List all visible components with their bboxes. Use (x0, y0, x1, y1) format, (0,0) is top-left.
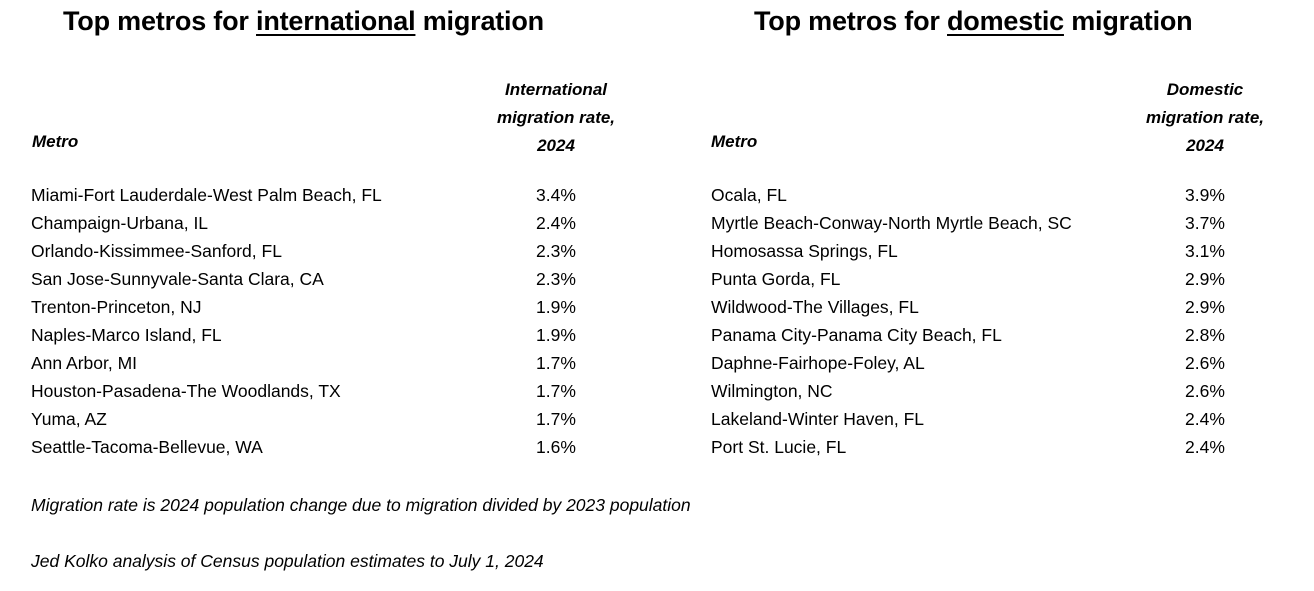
table-row: Lakeland-Winter Haven, FL 2.4% (680, 409, 1314, 437)
migration-rate-value: 3.7% (1185, 213, 1225, 233)
migration-rate-value: 2.6% (1185, 353, 1225, 373)
table-row: Seattle-Tacoma-Bellevue, WA 1.6% (0, 437, 640, 465)
metro-column-header: Metro (711, 132, 758, 151)
table-title: Top metros for international migration (63, 6, 544, 37)
metro-name: Homosassa Springs, FL (711, 241, 898, 261)
title-emphasis: international (256, 6, 416, 36)
migration-rate-value: 2.6% (1185, 381, 1225, 401)
migration-rate-value: 2.3% (536, 241, 576, 261)
migration-rate-value: 1.9% (536, 325, 576, 345)
table-row: Miami-Fort Lauderdale-West Palm Beach, F… (0, 185, 640, 213)
metro-name: Ann Arbor, MI (31, 353, 138, 373)
table-row: Trenton-Princeton, NJ 1.9% (0, 297, 640, 325)
metro-column-header: Metro (32, 132, 79, 151)
rate-column-header: International migration rate, 2024 (456, 76, 656, 160)
rate-header-line: migration rate, (1145, 108, 1265, 127)
table-row: Ocala, FL 3.9% (680, 185, 1314, 213)
rate-header-line: Domestic (1166, 80, 1244, 99)
migration-rate-value: 2.9% (1185, 269, 1225, 289)
metro-name: Port St. Lucie, FL (711, 437, 847, 457)
metro-name: Lakeland-Winter Haven, FL (711, 409, 925, 429)
title-emphasis: domestic (947, 6, 1064, 36)
table-row: Wildwood-The Villages, FL 2.9% (680, 297, 1314, 325)
migration-rate-value: 3.1% (1185, 241, 1225, 261)
metro-name: Orlando-Kissimmee-Sanford, FL (31, 241, 282, 261)
table-row: Ann Arbor, MI 1.7% (0, 353, 640, 381)
metro-name: Miami-Fort Lauderdale-West Palm Beach, F… (31, 185, 382, 205)
table-row: Champaign-Urbana, IL 2.4% (0, 213, 640, 241)
table-row: Homosassa Springs, FL 3.1% (680, 241, 1314, 269)
migration-rate-value: 3.4% (536, 185, 576, 205)
metro-name: Houston-Pasadena-The Woodlands, TX (31, 381, 341, 401)
rate-column-header: Domestic migration rate, 2024 (1105, 76, 1305, 160)
table-row: Orlando-Kissimmee-Sanford, FL 2.3% (0, 241, 640, 269)
migration-rate-value: 2.4% (1185, 409, 1225, 429)
migration-rate-value: 1.7% (536, 353, 576, 373)
title-suffix: migration (415, 6, 544, 36)
rate-header-line: 2024 (1186, 136, 1224, 155)
migration-rate-value: 1.7% (536, 409, 576, 429)
metro-name: Ocala, FL (711, 185, 787, 205)
migration-rate-value: 2.4% (1185, 437, 1225, 457)
migration-rate-value: 2.4% (536, 213, 576, 233)
metro-name: Seattle-Tacoma-Bellevue, WA (31, 437, 263, 457)
migration-rate-value: 1.7% (536, 381, 576, 401)
table-row: Wilmington, NC 2.6% (680, 381, 1314, 409)
metro-name: Myrtle Beach-Conway-North Myrtle Beach, … (711, 213, 1072, 233)
table-row: San Jose-Sunnyvale-Santa Clara, CA 2.3% (0, 269, 640, 297)
metro-name: Punta Gorda, FL (711, 269, 841, 289)
title-prefix: Top metros for (754, 6, 948, 36)
migration-rate-value: 2.3% (536, 269, 576, 289)
migration-rate-value: 2.8% (1185, 325, 1225, 345)
metro-name: Naples-Marco Island, FL (31, 325, 222, 345)
table-row: Myrtle Beach-Conway-North Myrtle Beach, … (680, 213, 1314, 241)
metro-name: Champaign-Urbana, IL (31, 213, 209, 233)
table-row: Panama City-Panama City Beach, FL 2.8% (680, 325, 1314, 353)
metro-name: Daphne-Fairhope-Foley, AL (711, 353, 925, 373)
migration-rate-value: 1.6% (536, 437, 576, 457)
rate-header-line: 2024 (537, 136, 575, 155)
metro-name: Wildwood-The Villages, FL (711, 297, 919, 317)
table-row: Houston-Pasadena-The Woodlands, TX 1.7% (0, 381, 640, 409)
metro-name: Trenton-Princeton, NJ (31, 297, 202, 317)
migration-rate-value: 2.9% (1185, 297, 1225, 317)
metro-name: Wilmington, NC (711, 381, 833, 401)
table-row: Naples-Marco Island, FL 1.9% (0, 325, 640, 353)
table-row: Yuma, AZ 1.7% (0, 409, 640, 437)
table-row: Punta Gorda, FL 2.9% (680, 269, 1314, 297)
migration-rate-value: 3.9% (1185, 185, 1225, 205)
rate-header-line: migration rate, (496, 108, 616, 127)
rate-header-line: International (504, 80, 607, 99)
title-prefix: Top metros for (63, 6, 257, 36)
migration-rate-value: 1.9% (536, 297, 576, 317)
source-note: Jed Kolko analysis of Census population … (31, 551, 544, 571)
metro-name: Panama City-Panama City Beach, FL (711, 325, 1002, 345)
metro-name: Yuma, AZ (31, 409, 107, 429)
table-title: Top metros for domestic migration (754, 6, 1193, 37)
title-suffix: migration (1063, 6, 1193, 36)
metro-name: San Jose-Sunnyvale-Santa Clara, CA (31, 269, 324, 289)
table-row: Daphne-Fairhope-Foley, AL 2.6% (680, 353, 1314, 381)
definition-note: Migration rate is 2024 population change… (31, 495, 691, 515)
table-row: Port St. Lucie, FL 2.4% (680, 437, 1314, 465)
